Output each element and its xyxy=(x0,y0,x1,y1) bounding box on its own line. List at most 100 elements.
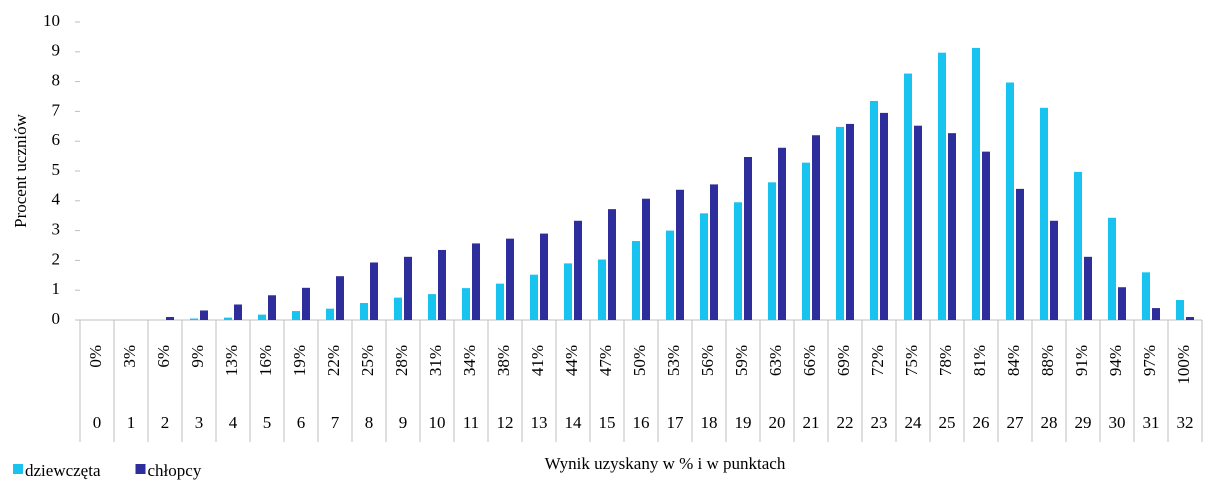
bar xyxy=(608,209,616,320)
x-point-label: 21 xyxy=(803,413,820,432)
x-point-label: 3 xyxy=(195,413,204,432)
bar xyxy=(496,283,504,320)
bar xyxy=(802,162,810,320)
x-tick-label: 53% xyxy=(664,345,683,376)
x-tick-label: 9% xyxy=(188,345,207,368)
bar xyxy=(326,308,334,320)
bar xyxy=(972,47,980,321)
bar xyxy=(666,230,674,320)
bar xyxy=(710,184,718,320)
legend-label: chłopcy xyxy=(148,461,202,480)
bar xyxy=(982,151,990,320)
x-point-label: 28 xyxy=(1041,413,1058,432)
bar xyxy=(200,310,208,320)
bar xyxy=(812,135,820,320)
x-point-label: 31 xyxy=(1143,413,1160,432)
y-tick-label: 6 xyxy=(52,130,61,149)
x-tick-label: 0% xyxy=(86,345,105,368)
x-tick-label: 94% xyxy=(1106,345,1125,376)
x-tick-label: 75% xyxy=(902,345,921,376)
bar xyxy=(1108,217,1116,320)
bar xyxy=(506,238,514,320)
x-point-label: 20 xyxy=(769,413,786,432)
x-tick-label: 91% xyxy=(1072,345,1091,376)
x-tick-label: 41% xyxy=(528,345,547,376)
bar xyxy=(394,297,402,320)
x-tick-label: 69% xyxy=(834,345,853,376)
x-point-label: 19 xyxy=(735,413,752,432)
x-point-label: 30 xyxy=(1109,413,1126,432)
x-axis-title: Wynik uzyskany w % i w punktach xyxy=(545,454,786,473)
bar xyxy=(700,213,708,320)
x-tick-label: 19% xyxy=(290,345,309,376)
bar xyxy=(166,317,174,320)
bar xyxy=(1176,300,1184,320)
bar xyxy=(846,123,854,320)
bar xyxy=(1186,317,1194,320)
x-tick-label: 81% xyxy=(970,345,989,376)
x-tick-label: 38% xyxy=(494,345,513,376)
x-point-label: 18 xyxy=(701,413,718,432)
bar xyxy=(914,125,922,320)
bar xyxy=(428,294,436,320)
legend-swatch xyxy=(13,464,23,474)
bar xyxy=(1006,82,1014,320)
bar xyxy=(462,288,470,320)
x-point-label: 29 xyxy=(1075,413,1092,432)
bar xyxy=(234,304,242,320)
bar xyxy=(938,52,946,320)
bar xyxy=(948,133,956,320)
y-tick-label: 4 xyxy=(52,190,61,209)
x-point-label: 16 xyxy=(633,413,650,432)
x-point-label: 5 xyxy=(263,413,272,432)
bar xyxy=(574,220,582,320)
x-tick-label: 100% xyxy=(1174,345,1193,385)
x-tick-label: 78% xyxy=(936,345,955,376)
x-tick-label: 97% xyxy=(1140,345,1159,376)
x-tick-label: 31% xyxy=(426,345,445,376)
y-tick-label: 2 xyxy=(52,249,61,268)
bar xyxy=(1152,308,1160,320)
x-point-label: 0 xyxy=(93,413,102,432)
bar xyxy=(258,314,266,320)
bar xyxy=(292,311,300,320)
bar xyxy=(768,182,776,320)
y-tick-label: 10 xyxy=(43,11,60,30)
bar xyxy=(190,318,198,320)
x-tick-label: 66% xyxy=(800,345,819,376)
x-point-label: 1 xyxy=(127,413,136,432)
y-axis-title: Procent uczniów xyxy=(11,113,30,227)
x-tick-label: 25% xyxy=(358,345,377,376)
bar xyxy=(438,249,446,320)
legend-label: dziewczęta xyxy=(25,461,101,480)
y-tick-label: 1 xyxy=(52,279,61,298)
x-point-label: 12 xyxy=(497,413,514,432)
bar xyxy=(836,126,844,320)
x-point-label: 15 xyxy=(599,413,616,432)
x-tick-label: 13% xyxy=(222,345,241,376)
x-point-label: 6 xyxy=(297,413,306,432)
bar xyxy=(530,274,538,320)
bar xyxy=(564,263,572,320)
bar xyxy=(370,262,378,320)
x-tick-label: 47% xyxy=(596,345,615,376)
x-tick-label: 34% xyxy=(460,345,479,376)
x-point-label: 23 xyxy=(871,413,888,432)
bar xyxy=(1118,287,1126,320)
x-tick-label: 3% xyxy=(120,345,139,368)
x-point-label: 26 xyxy=(973,413,990,432)
x-point-label: 4 xyxy=(229,413,238,432)
bar xyxy=(880,112,888,320)
x-tick-label: 72% xyxy=(868,345,887,376)
bar xyxy=(1040,107,1048,320)
legend-swatch xyxy=(135,464,146,474)
bar xyxy=(1016,188,1024,320)
bar xyxy=(904,73,912,320)
x-tick-label: 84% xyxy=(1004,345,1023,376)
x-point-label: 27 xyxy=(1007,413,1025,432)
x-point-label: 7 xyxy=(331,413,340,432)
bar xyxy=(642,198,650,320)
bar xyxy=(598,259,606,320)
y-tick-label: 8 xyxy=(52,71,61,90)
